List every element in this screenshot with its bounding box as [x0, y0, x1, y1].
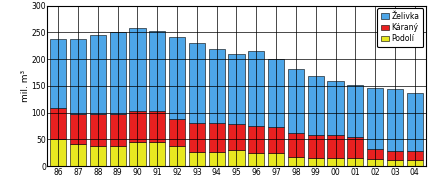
Bar [347, 158, 363, 166]
Bar [209, 123, 225, 152]
Bar [327, 158, 344, 166]
Bar [169, 119, 185, 146]
Bar [189, 123, 205, 152]
Y-axis label: mil. m³: mil. m³ [21, 70, 30, 102]
Bar [347, 137, 363, 158]
Bar [327, 81, 344, 135]
Bar [307, 135, 324, 158]
Bar [169, 37, 185, 119]
Bar [149, 31, 166, 111]
Bar [110, 114, 126, 146]
Bar [70, 144, 86, 166]
Bar [387, 151, 403, 160]
Bar [110, 32, 126, 114]
Bar [407, 93, 423, 151]
Bar [367, 88, 383, 149]
Bar [268, 59, 284, 127]
Bar [288, 157, 304, 166]
Bar [367, 159, 383, 166]
Bar [228, 54, 245, 125]
Bar [149, 111, 166, 142]
Bar [189, 43, 205, 123]
Bar [288, 69, 304, 133]
Bar [129, 28, 146, 111]
Bar [90, 114, 106, 146]
Bar [248, 153, 264, 166]
Bar [70, 39, 86, 114]
Bar [90, 146, 106, 166]
Bar [268, 127, 284, 153]
Bar [307, 76, 324, 135]
Bar [169, 146, 185, 166]
Bar [189, 152, 205, 166]
Bar [288, 133, 304, 157]
Bar [387, 160, 403, 166]
Bar [129, 142, 146, 166]
Bar [407, 160, 423, 166]
Bar [50, 39, 66, 108]
Bar [327, 135, 344, 158]
Bar [387, 89, 403, 151]
Bar [50, 139, 66, 166]
Bar [209, 49, 225, 123]
Bar [129, 111, 146, 142]
Bar [268, 153, 284, 166]
Bar [50, 108, 66, 139]
Bar [90, 35, 106, 114]
Bar [347, 85, 363, 137]
Bar [248, 51, 264, 126]
Bar [407, 151, 423, 160]
Bar [149, 142, 166, 166]
Bar [367, 149, 383, 159]
Bar [228, 150, 245, 166]
Bar [209, 152, 225, 166]
Legend: Želivka, Káraný, Podolí: Želivka, Káraný, Podolí [377, 8, 424, 47]
Bar [228, 125, 245, 150]
Bar [307, 158, 324, 166]
Bar [110, 146, 126, 166]
Bar [70, 114, 86, 144]
Bar [248, 126, 264, 153]
